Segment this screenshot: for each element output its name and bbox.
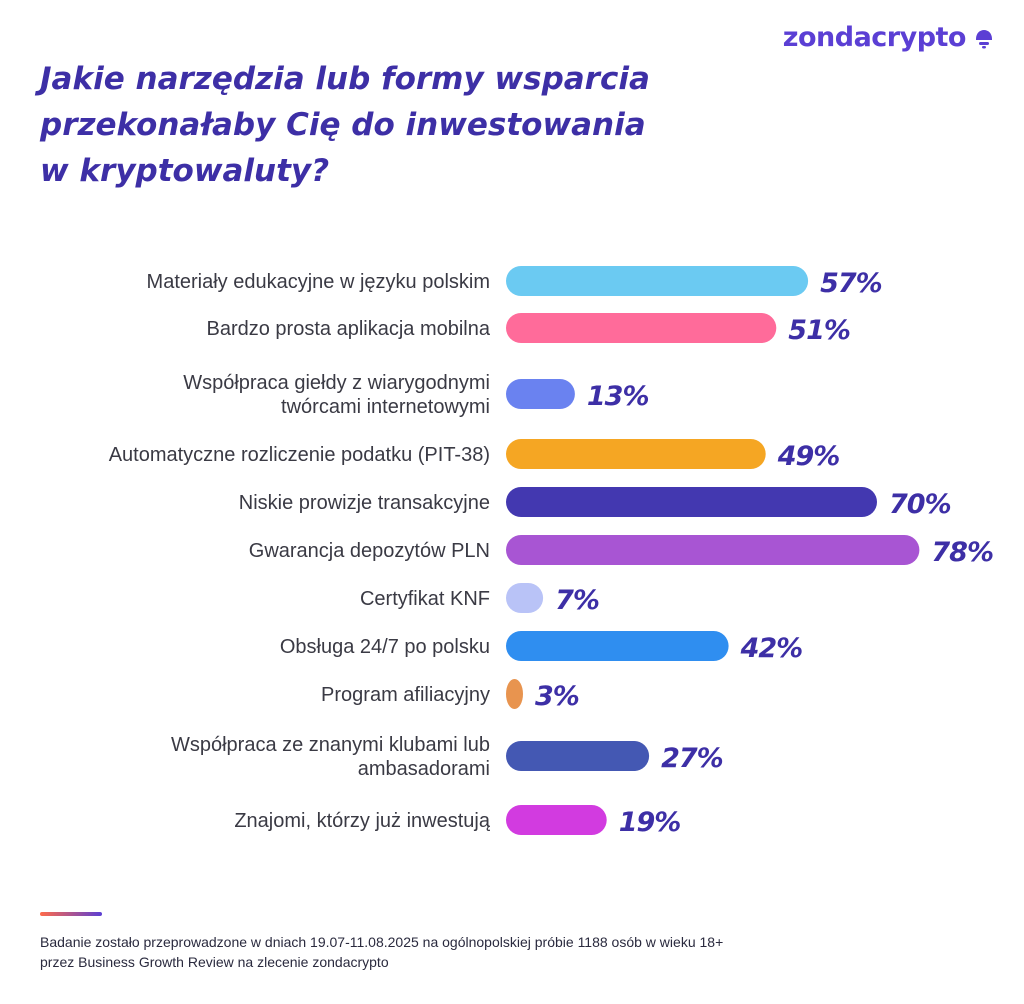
bar-5 bbox=[506, 487, 877, 517]
category-label-4: Automatyczne rozliczenie podatku (PIT-38… bbox=[109, 444, 490, 466]
value-label-7: 7% bbox=[555, 585, 599, 616]
bar-11 bbox=[506, 805, 607, 835]
category-label-7: Certyfikat KNF bbox=[360, 588, 490, 610]
category-label-6: Gwarancja depozytów PLN bbox=[249, 540, 490, 562]
bar-4 bbox=[506, 439, 766, 469]
bar-9 bbox=[506, 679, 523, 709]
chart-title: Jakie narzędzia lub formy wsparcia przek… bbox=[40, 61, 650, 189]
bar-10 bbox=[506, 741, 650, 771]
category-label-3: Współpraca giełdy z wiarygodnymi twórcami… bbox=[183, 372, 490, 418]
bar-6 bbox=[506, 535, 920, 565]
category-label-11: Znajomi, którzy już inwestują bbox=[234, 810, 491, 832]
bar-1 bbox=[506, 266, 809, 296]
value-label-9: 3% bbox=[535, 681, 579, 712]
value-label-5: 70% bbox=[889, 489, 951, 520]
brand-name: zondacrypto bbox=[782, 22, 967, 53]
category-label-1: Materiały edukacyjne w języku polskim bbox=[147, 271, 490, 293]
category-label-9: Program afiliacyjny bbox=[321, 684, 490, 706]
bar-3 bbox=[506, 379, 575, 409]
bar-8 bbox=[506, 631, 729, 661]
category-label-10: Współpraca ze znanymi klubami lub ambasad… bbox=[171, 734, 490, 780]
survey-footnote: Badanie zostało przeprowadzone w dniach … bbox=[40, 934, 724, 970]
value-label-8: 42% bbox=[740, 633, 803, 664]
value-label-4: 49% bbox=[777, 441, 840, 472]
category-label-5: Niskie prowizje transakcyjne bbox=[239, 492, 490, 514]
value-label-10: 27% bbox=[661, 743, 723, 774]
bar-7 bbox=[506, 583, 544, 613]
value-label-6: 78% bbox=[931, 537, 993, 568]
category-label-8: Obsługa 24/7 po polsku bbox=[280, 636, 490, 658]
brand-logo: zondacrypto bbox=[783, 22, 996, 53]
bar-2 bbox=[506, 313, 777, 343]
zondacrypto-logo-icon bbox=[972, 26, 996, 50]
category-label-2: Bardzo prosta aplikacja mobilna bbox=[207, 318, 491, 340]
bar-chart: 57% Materiały edukacyjne w języku polskim… bbox=[109, 266, 994, 838]
footer-accent-bar bbox=[40, 912, 102, 916]
value-label-1: 57% bbox=[820, 268, 882, 299]
value-label-11: 19% bbox=[619, 807, 681, 838]
value-label-3: 13% bbox=[587, 381, 649, 412]
value-label-2: 51% bbox=[788, 315, 850, 346]
